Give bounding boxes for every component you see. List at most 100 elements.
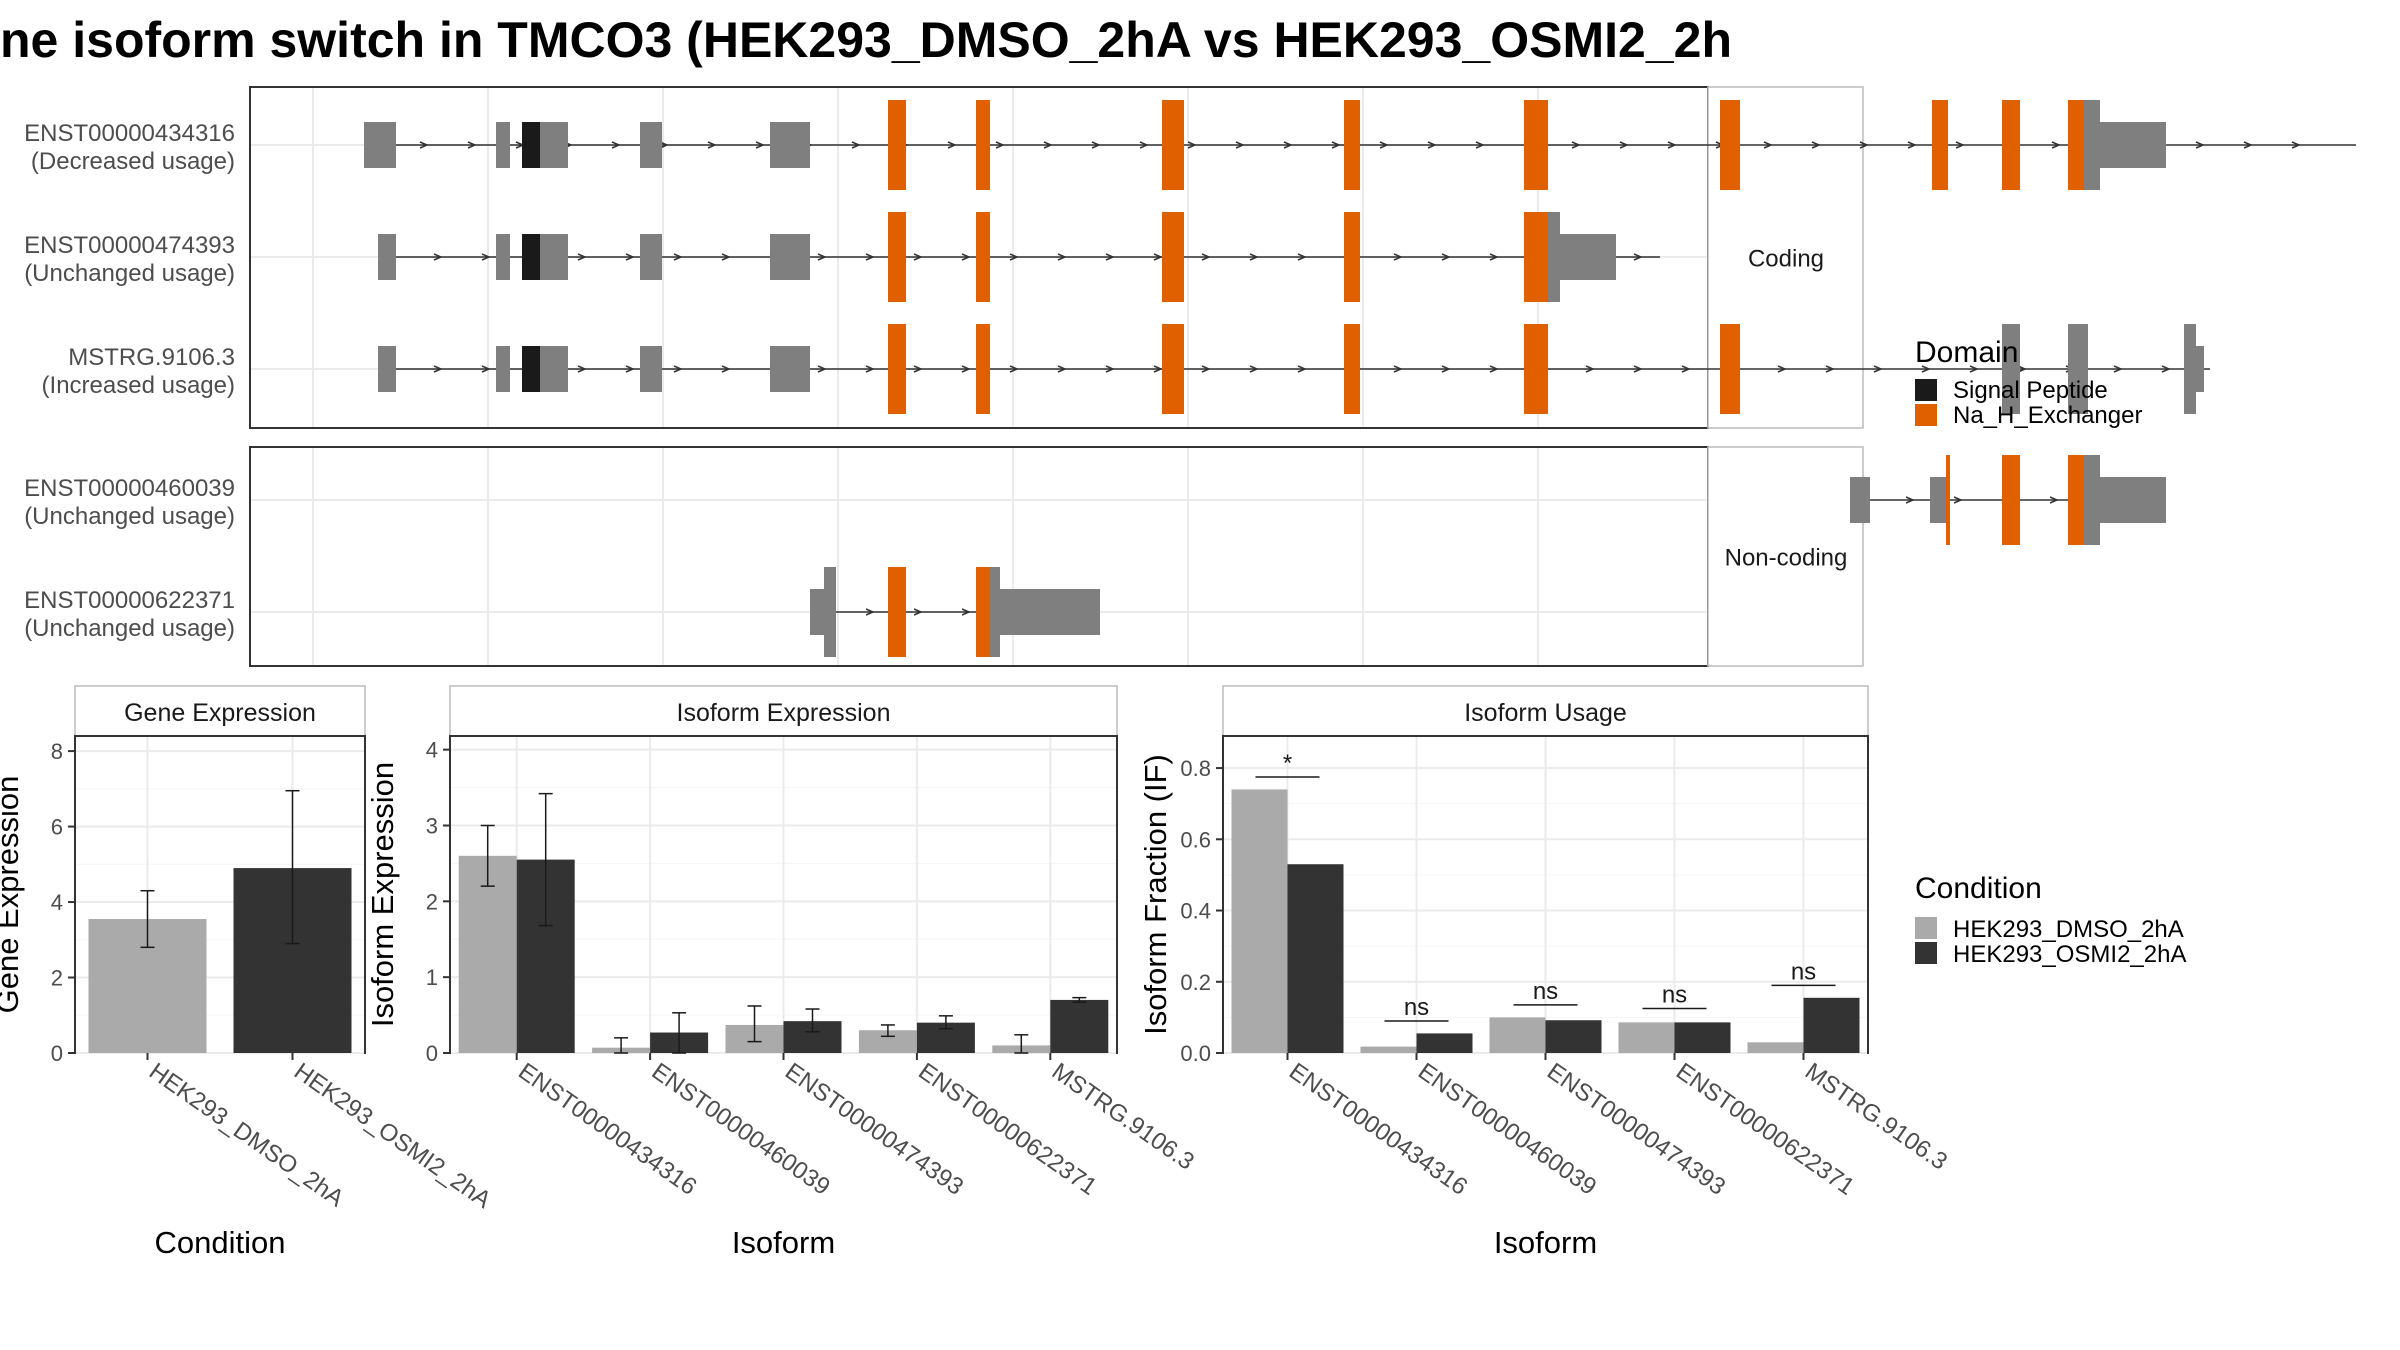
y-tick-label: 0.0: [1180, 1041, 1211, 1066]
exon-block: [378, 234, 396, 280]
legend-key-dmso: [1915, 917, 1937, 939]
direction-arrow: [419, 141, 429, 149]
direction-arrow: [1201, 365, 1211, 373]
legend-key-osmi2: [1915, 942, 1937, 964]
y-tick-label: 4: [426, 738, 438, 763]
direction-arrow: [1969, 365, 1979, 373]
direction-arrow: [1921, 365, 1931, 373]
y-tick-label: 2: [426, 889, 438, 914]
exon-block: [976, 567, 990, 657]
exon-block: [640, 234, 662, 280]
y-tick-label: 0.2: [1180, 970, 1211, 995]
legend-label-signal-peptide: Signal Peptide: [1953, 377, 2108, 404]
direction-arrow: [851, 141, 861, 149]
exon-block: [1162, 324, 1184, 414]
exon-block: [2100, 122, 2166, 168]
exon-block: [364, 122, 396, 168]
exon-block: [888, 212, 906, 302]
direction-arrow: [2049, 496, 2059, 504]
exon-block: [1344, 324, 1360, 414]
direction-arrow: [577, 253, 587, 261]
direction-arrow: [673, 365, 683, 373]
direction-arrow: [1633, 365, 1643, 373]
direction-arrow: [1763, 141, 1773, 149]
bar: [1674, 1022, 1731, 1053]
exon-block: [976, 324, 990, 414]
bar: [1287, 864, 1344, 1053]
direction-arrow: [433, 365, 443, 373]
direction-arrow: [1331, 141, 1341, 149]
exon-block: [522, 234, 540, 280]
direction-arrow: [2161, 365, 2171, 373]
exon-block: [976, 212, 990, 302]
exon-block: [2068, 100, 2084, 190]
bar: [458, 855, 517, 1053]
transcript-usage-label: (Decreased usage): [31, 148, 235, 175]
direction-arrow: [707, 141, 717, 149]
y-axis-title: Isoform Fraction (IF): [1138, 754, 1173, 1035]
y-tick-label: 8: [51, 739, 63, 764]
domain-legend-title: Domain: [1915, 336, 2018, 369]
y-tick-label: 0: [426, 1041, 438, 1066]
direction-arrow: [721, 253, 731, 261]
x-axis-title: Isoform: [732, 1225, 835, 1260]
exon-block: [2196, 346, 2204, 392]
exon-block: [1560, 234, 1616, 280]
direction-arrow: [865, 253, 875, 261]
direction-arrow: [1379, 141, 1389, 149]
direction-arrow: [2291, 141, 2301, 149]
legend-label-na-h-exchanger: Na_H_Exchanger: [1953, 402, 2142, 429]
direction-arrow: [1393, 253, 1403, 261]
direction-arrow: [947, 141, 957, 149]
exon-block: [540, 122, 568, 168]
significance-label: ns: [1404, 994, 1429, 1021]
direction-arrow: [1187, 141, 1197, 149]
direction-arrow: [1873, 365, 1883, 373]
exon-block: [1524, 100, 1548, 190]
bar: [1803, 997, 1860, 1053]
direction-arrow: [1393, 365, 1403, 373]
direction-arrow: [721, 365, 731, 373]
direction-arrow: [1057, 253, 1067, 261]
direction-arrow: [1249, 253, 1259, 261]
direction-arrow: [1057, 365, 1067, 373]
exon-block: [770, 346, 810, 392]
exon-block: [496, 122, 510, 168]
exon-block: [2002, 100, 2020, 190]
direction-arrow: [1681, 365, 1691, 373]
direction-arrow: [2051, 141, 2061, 149]
exon-block: [1850, 477, 1870, 523]
bar-panels: Gene Expression02468HEK293_DMSO_2hAHEK29…: [0, 685, 1952, 1260]
bar: [1489, 1017, 1546, 1053]
direction-arrow: [481, 253, 491, 261]
transcript-usage-label: (Increased usage): [42, 372, 235, 399]
exon-block: [540, 234, 568, 280]
direction-arrow: [755, 141, 765, 149]
direction-arrow: [1619, 141, 1629, 149]
exon-block: [888, 567, 906, 657]
direction-arrow: [1585, 365, 1595, 373]
panel-title: Isoform Expression: [677, 699, 891, 727]
direction-arrow: [1009, 365, 1019, 373]
direction-arrow: [1235, 141, 1245, 149]
facet-strip: [1707, 446, 1864, 667]
direction-arrow: [913, 365, 923, 373]
significance-label: ns: [1533, 978, 1558, 1005]
direction-arrow: [1153, 365, 1163, 373]
facet-strip-label: Non-coding: [1725, 545, 1848, 572]
exon-block: [640, 122, 662, 168]
direction-arrow: [1905, 496, 1915, 504]
legend-label-dmso: HEK293_DMSO_2hA: [1953, 916, 2184, 943]
transcript-usage-label: (Unchanged usage): [24, 615, 235, 642]
direction-arrow: [865, 608, 875, 616]
exon-block: [1000, 589, 1100, 635]
exon-block: [640, 346, 662, 392]
y-axis-title: Gene Expression: [0, 776, 25, 1014]
exon-block: [824, 567, 836, 657]
direction-arrow: [673, 253, 683, 261]
exon-block: [496, 346, 510, 392]
bar: [1360, 1046, 1417, 1053]
exon-block: [1548, 212, 1560, 302]
direction-arrow: [1571, 141, 1581, 149]
